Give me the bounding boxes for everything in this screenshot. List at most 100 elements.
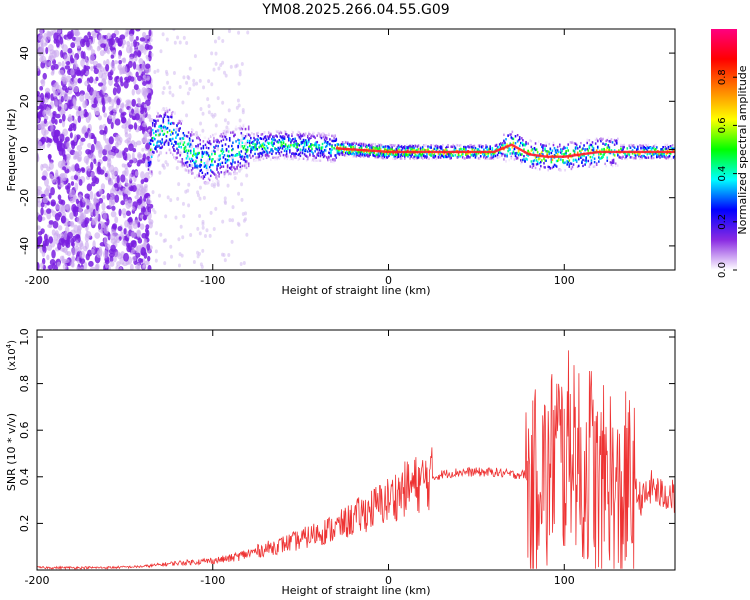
spectrogram-signal-cell [345,154,348,158]
spectrogram-signal-cell [561,149,563,152]
spectrogram-signal-cell [510,155,513,159]
spectrogram-signal-cell [272,150,274,153]
spectrogram-signal-cell [255,147,257,150]
spectrogram-signal-cell [545,141,547,144]
spectrogram-noise-cell [125,120,129,128]
spectrogram-signal-cell [554,149,557,152]
spectrogram-signal-cell [207,137,210,141]
spectrogram-signal-cell [509,152,512,155]
spectrogram-signal-cell [535,163,538,166]
spectrogram-signal-cell [513,147,516,151]
spectrogram-noise-cell [147,211,151,216]
spectrogram-noise-cell [84,92,90,101]
spectrogram-signal-cell [185,164,188,167]
spectrogram-noise-cell [205,228,209,233]
spectrogram-signal-cell [523,158,525,161]
spectrogram-signal-cell [157,155,159,158]
spectrogram-signal-cell [617,137,619,141]
spectrogram-signal-cell [158,133,160,137]
spectrogram-signal-cell [471,147,474,151]
spectrogram-noise-cell [238,72,242,77]
spectrogram-signal-cell [200,158,203,162]
spectrogram-noise-cell [202,195,206,200]
spectrogram-signal-cell [285,152,288,156]
spectrogram-signal-cell [446,155,448,159]
spectrogram-signal-cell [439,145,442,148]
spectrogram-signal-cell [151,122,154,125]
spectrogram-noise-cell [101,96,105,105]
spectrogram-signal-cell [159,146,161,150]
spectrogram-signal-cell [476,148,479,151]
spectrogram-signal-cell [610,161,613,165]
spectrogram-signal-cell [410,155,412,158]
spectrogram-signal-cell [499,151,502,155]
spectrogram-signal-cell [325,134,328,137]
spectrogram-signal-cell [532,163,535,166]
spectrogram-noise-cell [103,226,109,235]
spectrogram-signal-cell [209,163,212,167]
spectrogram-signal-cell [149,148,152,152]
spectrogram-signal-cell [537,140,540,143]
spectrogram-signal-cell [278,157,281,161]
spectrogram-noise-cell [154,258,158,263]
spectrogram-signal-cell [273,138,275,141]
spectrogram-signal-cell [556,149,559,152]
spectrogram-signal-cell [375,146,378,149]
spectrogram-signal-cell [232,141,234,144]
spectrogram-signal-cell [179,154,181,157]
spectrogram-signal-cell [546,152,548,156]
spectrogram-signal-cell [506,153,508,156]
spectrogram-signal-cell [169,151,172,155]
spectrogram-signal-cell [222,156,225,159]
spectrogram-signal-cell [600,152,602,156]
spectrogram-signal-cell [286,135,289,138]
spectrogram-noise-cell [181,235,185,240]
spectrogram-signal-cell [572,159,575,162]
spectrogram-signal-cell [644,156,647,159]
spectrogram-signal-cell [169,115,172,118]
spectrogram-signal-cell [350,140,352,144]
spectrogram-signal-cell [331,145,333,148]
spectrogram-noise-cell [83,64,87,74]
spectrogram-signal-cell [257,152,259,156]
spectrogram-signal-cell [351,142,353,145]
spectrogram-signal-cell [506,155,508,158]
spectrogram-signal-cell [315,141,317,144]
spectrogram-noise-cell [146,243,151,251]
spectrogram-signal-cell [174,111,176,114]
spectrogram-signal-cell [486,145,488,149]
spectrogram-signal-cell [350,149,352,153]
spectrogram-signal-cell [358,147,361,150]
spectrogram-signal-cell [358,141,361,145]
spectrogram-signal-cell [453,149,456,152]
spectrogram-noise-cell [70,42,76,49]
spectrogram-signal-cell [600,139,602,143]
spectrogram-signal-cell [566,163,568,166]
spectrogram-signal-cell [209,169,212,172]
spectrogram-signal-cell [221,144,224,147]
spectrogram-signal-cell [281,136,284,140]
spectrogram-signal-cell [420,154,423,157]
spectrogram-signal-cell [215,173,217,177]
spectrogram-signal-cell [175,156,177,159]
spectrogram-signal-cell [291,132,293,136]
spectrogram-signal-cell [151,124,154,127]
spectrogram-signal-cell [223,172,226,176]
spectrogram-signal-cell [276,130,278,134]
spectrogram-signal-cell [382,156,385,160]
spectrogram-signal-cell [235,154,237,157]
spectrogram-signal-cell [587,153,590,157]
spectrogram-signal-cell [605,164,607,168]
spectrogram-signal-cell [390,152,392,155]
spectrogram-signal-cell [254,159,256,162]
spectrogram-signal-cell [270,158,272,161]
spectrogram-signal-cell [332,158,334,161]
spectrogram-signal-cell [291,157,293,160]
spectrogram-signal-cell [565,151,567,154]
spectrogram-signal-cell [640,147,642,150]
spectrogram-noise-cell [118,208,122,217]
spectrogram-signal-cell [224,158,227,161]
spectrogram-signal-cell [534,148,537,152]
spectrogram-signal-cell [474,153,477,157]
spectrogram-signal-cell [640,144,642,147]
